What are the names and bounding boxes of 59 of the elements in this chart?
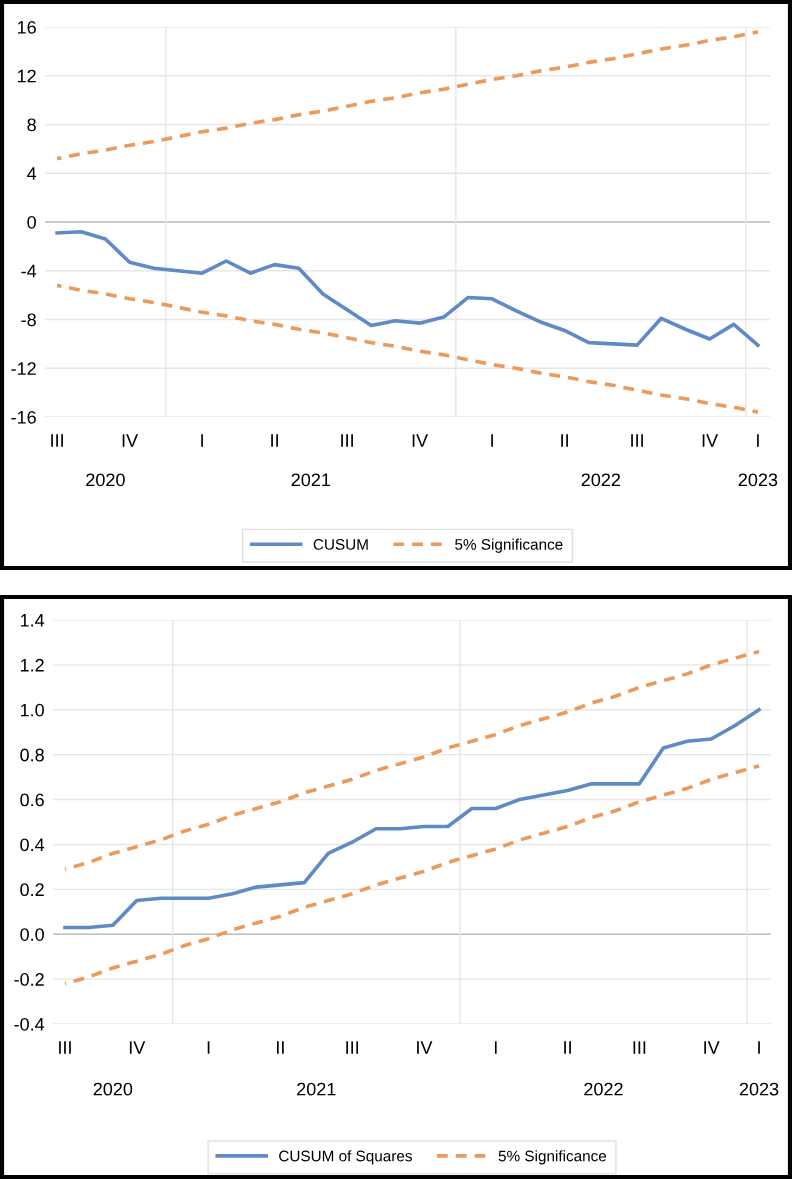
legend-label: 5% Significance bbox=[455, 538, 563, 553]
y-tick-label: -0.4 bbox=[14, 1017, 45, 1031]
y-tick-label: 1.2 bbox=[20, 658, 44, 672]
x-tick-label: III bbox=[51, 434, 63, 447]
x-tick-label: I bbox=[201, 434, 203, 447]
x-tick-label: I bbox=[758, 1041, 760, 1054]
y-tick-label: 12 bbox=[17, 69, 36, 83]
y-tick-label: -16 bbox=[11, 410, 36, 424]
x-tick-label: IV bbox=[412, 434, 429, 447]
x-tick-label: III bbox=[631, 434, 643, 447]
line-series bbox=[63, 707, 761, 930]
y-tick-label: 0.0 bbox=[20, 928, 44, 941]
x-tick-label: III bbox=[346, 1041, 359, 1054]
x-tick-label: II bbox=[271, 434, 278, 447]
x-tick-label: IV bbox=[417, 1041, 433, 1054]
legend-label: CUSUM bbox=[313, 538, 368, 550]
y-tick-label: -0.2 bbox=[14, 973, 44, 986]
y-tick-label: 0 bbox=[27, 215, 36, 229]
y-tick-label: 0.8 bbox=[20, 748, 44, 762]
line-series bbox=[55, 283, 760, 414]
x-tick-label: IV bbox=[129, 1041, 146, 1054]
text: 2021 bbox=[291, 473, 331, 487]
text: 2023 bbox=[738, 473, 778, 487]
legend-label: 5% Significance bbox=[498, 1150, 607, 1165]
x-tick-label: IV bbox=[122, 434, 139, 447]
text: 2020 bbox=[86, 473, 125, 487]
text: 2020 bbox=[93, 1082, 133, 1096]
x-tick-label: IV bbox=[704, 1041, 720, 1054]
x-tick-label: I bbox=[494, 1041, 497, 1054]
y-tick-label: -8 bbox=[21, 313, 36, 327]
y-tick-label: 0.6 bbox=[20, 793, 44, 807]
y-tick-label: 1.4 bbox=[20, 614, 45, 627]
text: 2022 bbox=[581, 473, 621, 487]
x-tick-label: II bbox=[277, 1041, 284, 1054]
y-tick-label: 4 bbox=[27, 167, 37, 180]
line-series bbox=[55, 30, 760, 161]
x-tick-label: III bbox=[59, 1041, 71, 1054]
text: 2021 bbox=[297, 1082, 336, 1096]
line-series bbox=[63, 649, 761, 871]
text: 2022 bbox=[584, 1082, 623, 1096]
text: 2023 bbox=[739, 1082, 779, 1096]
x-tick-label: I bbox=[757, 434, 759, 447]
y-tick-label: 8 bbox=[27, 118, 36, 132]
y-tick-label: 16 bbox=[17, 20, 36, 34]
x-tick-label: II bbox=[561, 434, 568, 447]
x-tick-label: I bbox=[491, 434, 493, 447]
x-tick-label: II bbox=[564, 1041, 571, 1054]
legend-label: CUSUM of Squares bbox=[279, 1150, 412, 1165]
y-tick-label: 1.0 bbox=[20, 703, 44, 717]
y-tick-label: 0.2 bbox=[20, 883, 44, 897]
x-tick-label: III bbox=[633, 1041, 646, 1054]
x-tick-label: I bbox=[207, 1041, 210, 1054]
x-tick-label: IV bbox=[702, 434, 719, 447]
line-series bbox=[55, 229, 760, 347]
y-tick-label: -12 bbox=[11, 362, 36, 375]
x-tick-label: III bbox=[341, 434, 353, 447]
y-tick-label: -4 bbox=[21, 264, 37, 278]
y-tick-label: 0.4 bbox=[20, 838, 45, 852]
line-series bbox=[63, 764, 761, 986]
